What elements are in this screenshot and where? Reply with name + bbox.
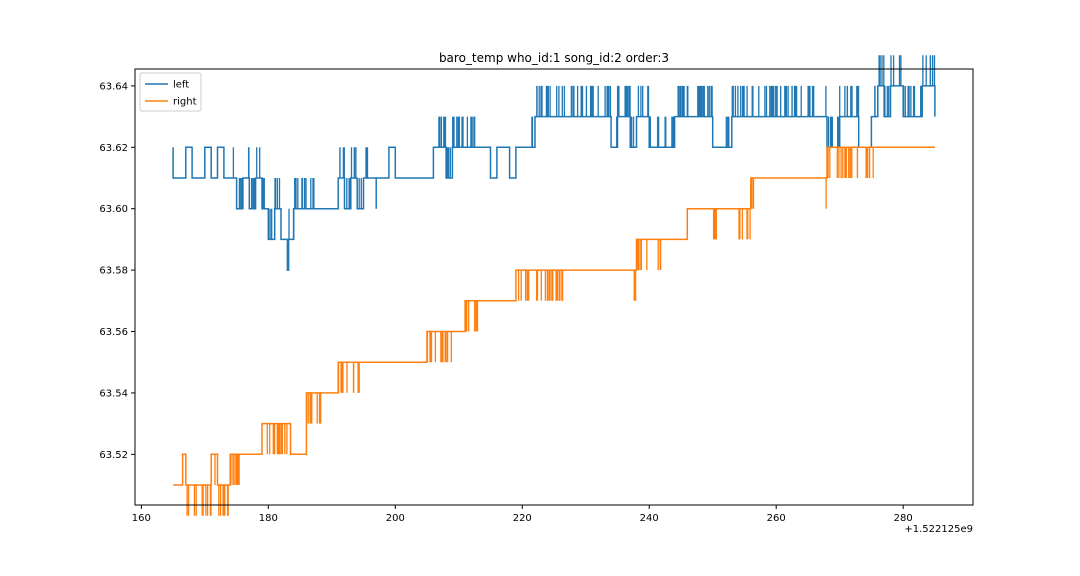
y-tick-label: 63.58: [99, 266, 128, 277]
series-flicker-right: [186, 147, 874, 516]
x-axis: 160 180 200 220 240 260 280: [132, 505, 913, 524]
chart-title: baro_temp who_id:1 song_id:2 order:3: [439, 51, 669, 65]
y-tick-label: 63.56: [99, 327, 128, 338]
x-tick-label: 220: [513, 513, 532, 524]
y-tick-label: 63.52: [99, 450, 128, 461]
legend-label-left: left: [173, 80, 189, 91]
plot-area: [172, 55, 936, 516]
legend-label-right: right: [173, 97, 197, 108]
plot-frame: [134, 68, 974, 506]
x-tick-label: 180: [259, 513, 278, 524]
x-tick-label: 240: [640, 513, 659, 524]
x-tick-label: 200: [386, 513, 405, 524]
x-tick-label: 280: [894, 513, 913, 524]
y-axis: 63.52 63.54 63.56 63.58 63.60 63.62 63.64: [99, 81, 135, 461]
x-offset-label: +1.522125e9: [904, 524, 973, 535]
series-flicker-left: [232, 55, 936, 240]
y-tick-label: 63.64: [99, 81, 128, 92]
legend: left right: [139, 72, 202, 112]
y-tick-label: 63.62: [99, 143, 128, 154]
x-tick-label: 160: [132, 513, 151, 524]
x-tick-label: 260: [767, 513, 786, 524]
y-tick-label: 63.54: [99, 388, 128, 399]
series-line-left: [172, 85, 936, 271]
y-tick-label: 63.60: [99, 204, 128, 215]
